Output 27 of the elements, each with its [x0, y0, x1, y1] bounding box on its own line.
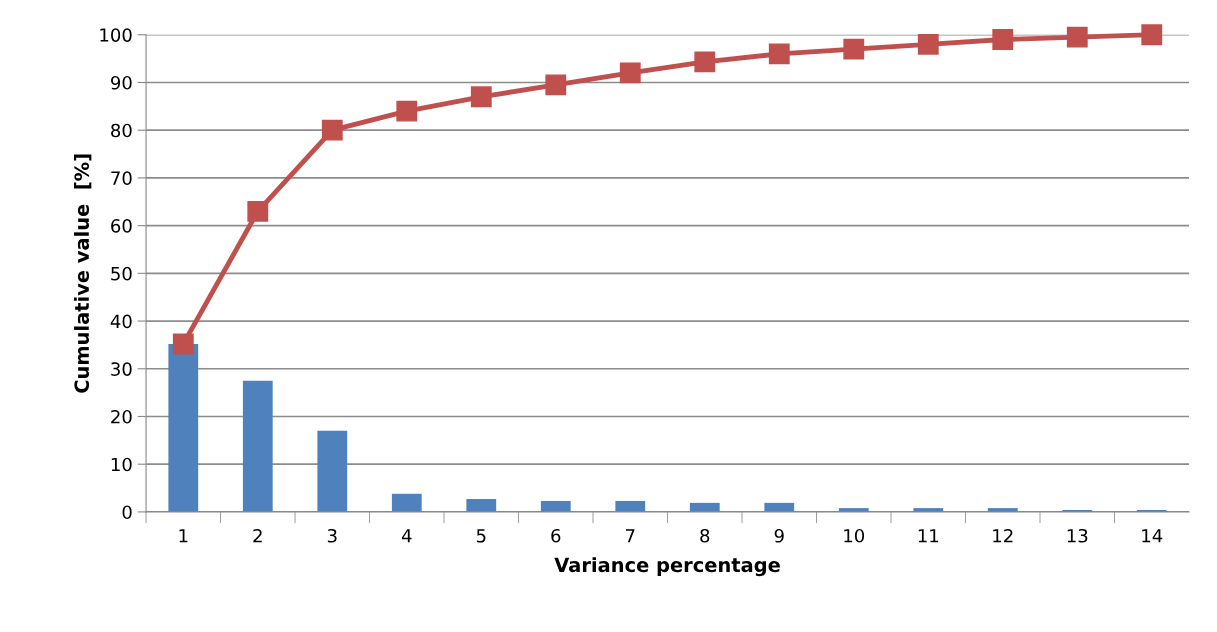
y-tick-label: 80: [111, 123, 132, 138]
y-tick-label: 60: [111, 219, 132, 233]
y-tick-label: 30: [111, 362, 132, 376]
x-tick-label: 7: [626, 529, 635, 543]
y-tick-label: 10: [111, 457, 132, 472]
y-tick-label: 70: [111, 171, 132, 186]
x-tick-label: 4: [401, 529, 412, 543]
x-tick-label: 1: [179, 529, 188, 543]
x-tick-label: 9: [774, 528, 784, 543]
x-tick-label: 13: [1067, 528, 1088, 543]
y-tick-label: 90: [111, 75, 132, 90]
y-tick-label: 20: [111, 409, 132, 424]
x-axis-title: Variance percentage: [554, 557, 780, 577]
y-tick-label: 50: [111, 266, 132, 281]
x-tick-label: 14: [1142, 529, 1163, 543]
x-tick-label: 11: [918, 529, 939, 543]
x-tick-label: 5: [476, 529, 486, 543]
x-tick-label: 8: [700, 528, 710, 543]
y-axis-title: Cumulative value [%]: [74, 154, 92, 393]
x-tick-label: 12: [993, 528, 1013, 543]
x-tick-label: 10: [844, 528, 865, 543]
x-tick-label: 6: [551, 528, 561, 543]
y-tick-label: 100: [100, 28, 132, 42]
x-tick-label: 2: [253, 528, 262, 543]
y-tick-label: 0: [122, 505, 132, 520]
x-tick-label: 3: [327, 528, 337, 543]
y-tick-label: 40: [110, 314, 132, 329]
